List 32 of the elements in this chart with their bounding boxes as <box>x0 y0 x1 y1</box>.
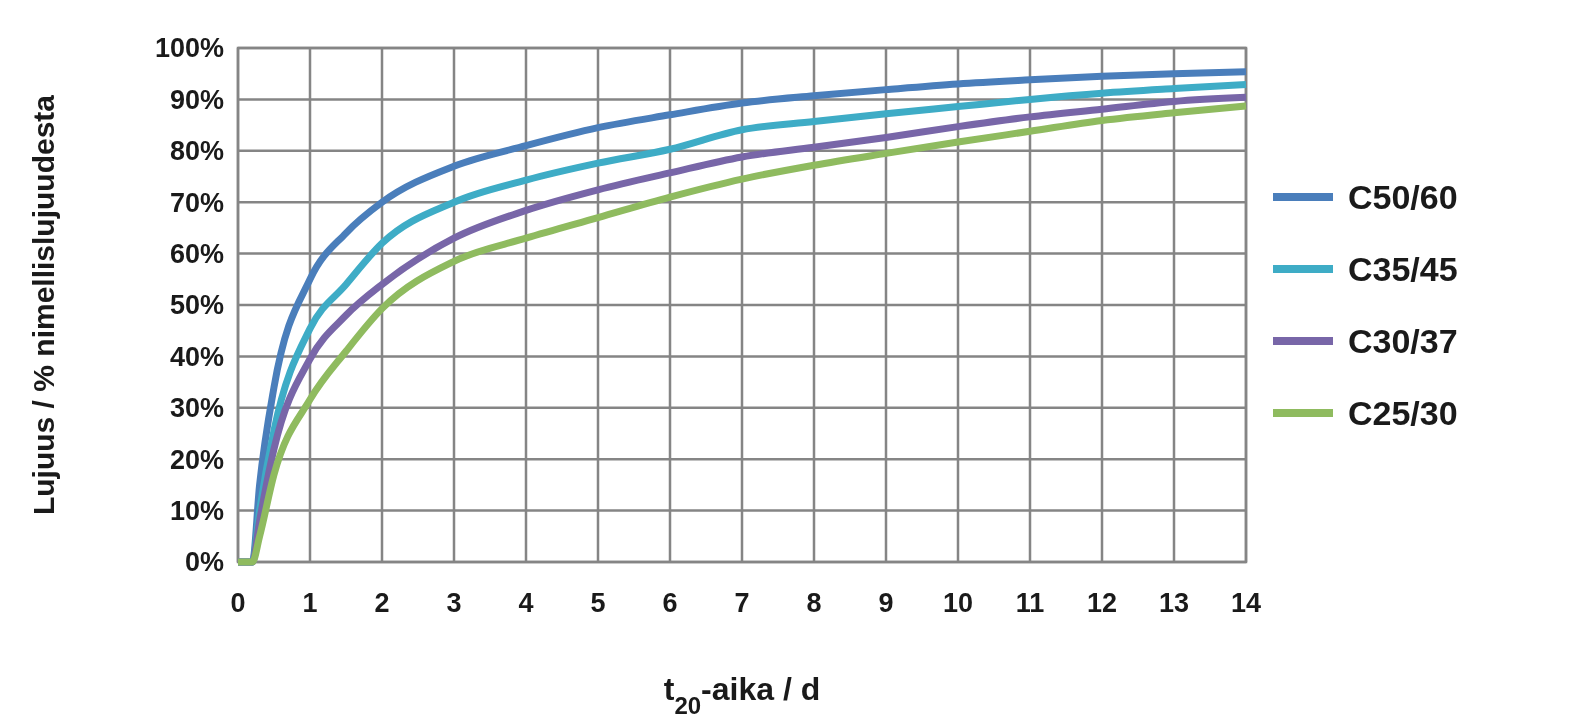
legend-label: C25/30 <box>1348 393 1458 432</box>
y-tick-label: 100% <box>154 33 224 64</box>
x-tick-label: 6 <box>662 588 678 618</box>
x-tick-label: 10 <box>942 588 974 618</box>
x-tick-label: 5 <box>590 588 606 618</box>
legend-label: C50/60 <box>1348 177 1458 216</box>
legend-label: C35/45 <box>1348 249 1458 288</box>
y-tick-label: 10% <box>169 496 224 527</box>
x-tick-label: 9 <box>878 588 894 618</box>
y-tick-label: 70% <box>169 187 224 218</box>
legend-label: C30/37 <box>1348 321 1458 360</box>
x-axis-title: t$_{20}$-aika / d <box>663 671 821 719</box>
x-tick-label: 14 <box>1230 588 1262 618</box>
x-tick-label: 13 <box>1158 588 1190 618</box>
x-tick-label: 0 <box>230 588 246 618</box>
x-tick-label: 2 <box>374 588 390 618</box>
x-tick-label: 7 <box>734 588 750 618</box>
y-tick-label: 0% <box>184 547 224 578</box>
x-tick-label: 4 <box>518 588 534 618</box>
x-tick-label: 1 <box>302 588 318 618</box>
y-axis-title: Lujuus / % nimellislujuudesta <box>27 94 60 516</box>
y-tick-label: 90% <box>169 84 224 115</box>
y-tick-label: 30% <box>169 393 224 424</box>
y-tick-label: 80% <box>169 136 224 167</box>
x-tick-label: 12 <box>1086 588 1118 618</box>
y-tick-label: 40% <box>169 341 224 372</box>
x-tick-label: 8 <box>806 588 822 618</box>
y-tick-label: 50% <box>169 290 224 321</box>
y-tick-label: 20% <box>169 444 224 475</box>
x-tick-label: 11 <box>1015 588 1045 618</box>
x-tick-label: 3 <box>446 588 462 618</box>
y-tick-label: 60% <box>169 239 224 270</box>
